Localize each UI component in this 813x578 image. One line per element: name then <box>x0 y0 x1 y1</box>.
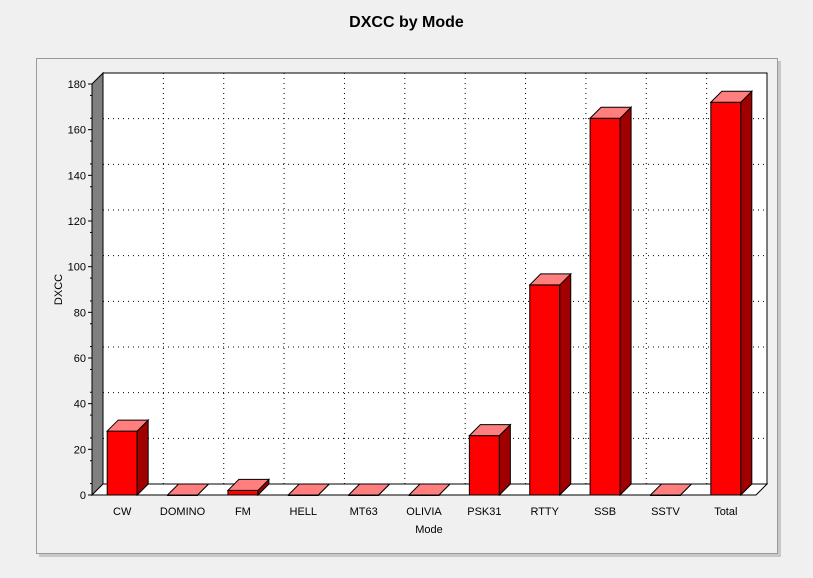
bar-top <box>105 419 150 432</box>
y-tick-label: 60 <box>74 353 86 365</box>
bar-side <box>498 423 511 497</box>
x-tick-label: PSK31 <box>467 506 501 518</box>
y-tick-label: 120 <box>68 216 86 228</box>
bar-front <box>529 284 561 496</box>
x-tick-label: OLIVIA <box>406 506 442 518</box>
bar-top <box>649 483 693 496</box>
bar-side <box>559 272 572 497</box>
back-wall <box>102 72 768 485</box>
y-tick-label: 180 <box>68 79 86 91</box>
y-tick-label: 160 <box>68 125 86 137</box>
bar-top <box>226 478 271 491</box>
bar-top <box>407 483 452 496</box>
bar-front <box>106 430 138 496</box>
x-tick-label: FM <box>235 506 251 518</box>
x-tick-label: HELL <box>290 506 318 518</box>
bar-top <box>528 273 572 286</box>
x-tick-label: CW <box>113 506 132 518</box>
bar-side <box>619 106 632 497</box>
bar-front <box>710 101 742 496</box>
bar-top <box>347 483 391 496</box>
bar-top <box>166 483 210 496</box>
y-tick-label: 40 <box>74 399 86 411</box>
bar-front <box>227 489 259 496</box>
chart-title: DXCC by Mode <box>349 14 464 31</box>
bar-top <box>709 90 754 103</box>
bar-front <box>468 435 500 496</box>
y-tick-label: 80 <box>74 307 86 319</box>
y-tick-label: 140 <box>68 170 86 182</box>
y-axis-label: DXCC <box>53 274 65 305</box>
left-wall <box>91 71 104 497</box>
x-tick-label: MT63 <box>350 506 378 518</box>
x-tick-label: RTTY <box>530 506 559 518</box>
x-tick-label: DOMINO <box>160 506 206 518</box>
x-tick-label: Total <box>714 506 737 518</box>
y-tick-label: 100 <box>68 262 86 274</box>
y-tick-label: 20 <box>74 444 86 456</box>
x-tick-label: SSB <box>594 506 616 518</box>
bar-front <box>589 117 621 496</box>
x-tick-label: SSTV <box>651 506 680 518</box>
bar-side <box>136 418 149 497</box>
bar-top <box>588 106 633 119</box>
y-tick-label: 0 <box>80 490 86 502</box>
chart-frame <box>36 58 778 554</box>
x-axis-label: Mode <box>415 524 443 536</box>
bar-top <box>287 483 331 496</box>
bar-side <box>740 90 753 497</box>
bar-top <box>468 424 512 437</box>
